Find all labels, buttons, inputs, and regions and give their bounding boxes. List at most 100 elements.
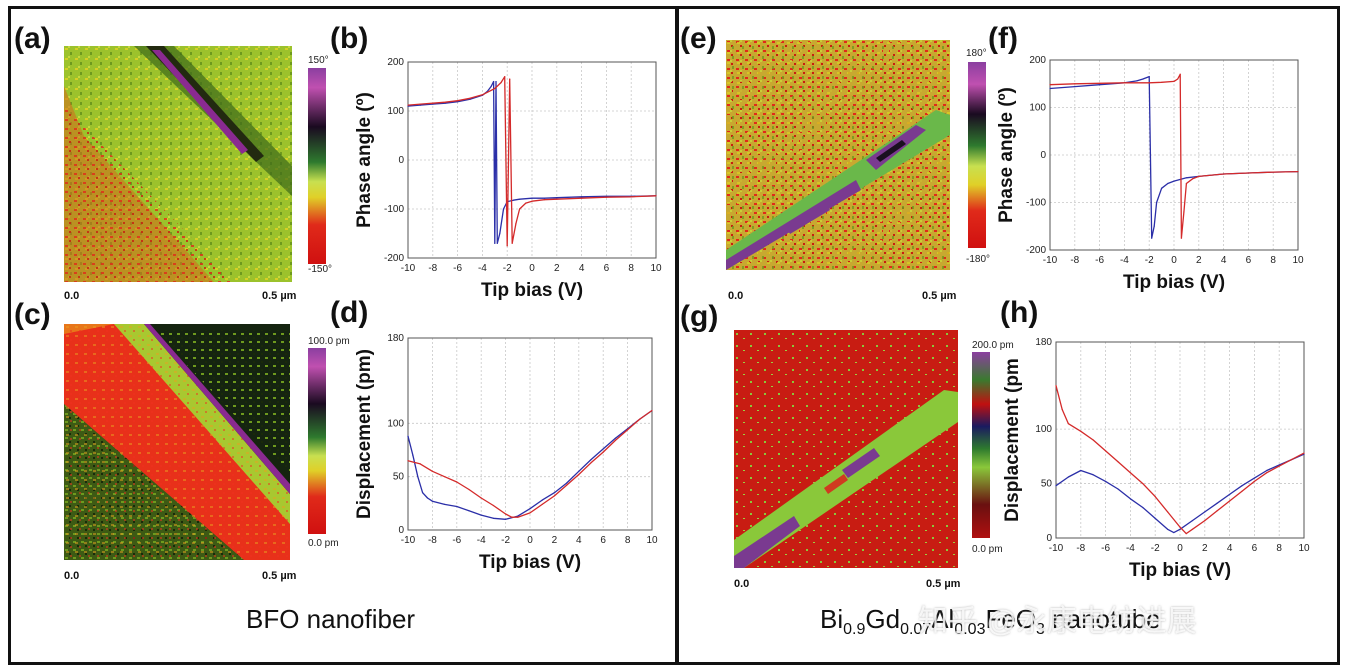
data-point-blue (407, 435, 409, 437)
data-point-blue (1080, 469, 1082, 472)
data-point-blue (494, 242, 496, 244)
x-tick-label: -10 (1043, 255, 1058, 266)
x-axis-label: Tip bias (V) (1129, 560, 1231, 581)
data-point-red (531, 200, 533, 202)
y-tick-label: 200 (1029, 55, 1046, 66)
y-tick-label: 50 (1041, 479, 1053, 490)
y-tick-label: 0 (1046, 533, 1052, 544)
data-point-blue (495, 81, 497, 83)
data-point-red (1253, 480, 1255, 482)
data-point-blue (1191, 519, 1193, 522)
colorbar-g (972, 352, 990, 538)
y-tick-label: -200 (1026, 245, 1046, 256)
data-point-red (639, 418, 641, 420)
data-point-blue (417, 476, 419, 478)
data-point-red (1117, 461, 1119, 463)
panel-label-g: (g) (680, 300, 719, 333)
x-tick-label: -6 (1095, 255, 1104, 266)
data-point-red (1198, 175, 1200, 177)
data-point-blue (490, 85, 492, 88)
x-tick-label: -6 (1101, 543, 1110, 554)
data-point-red (1173, 80, 1175, 82)
map-c-scale-end: 0.5 µm (262, 570, 297, 582)
data-point-blue (1092, 474, 1094, 476)
right-figure-frame (676, 6, 1340, 665)
plot-frame (1055, 341, 1305, 539)
data-point-blue (480, 514, 482, 516)
data-point-blue (1161, 187, 1163, 189)
x-tick-label: -8 (1076, 543, 1085, 554)
data-point-blue (1156, 201, 1158, 204)
data-point-red (511, 242, 513, 244)
data-point-red (1191, 528, 1193, 530)
x-tick-label: 0 (529, 263, 535, 274)
phase-hysteresis-plot-b: -10 -8 -6 -4 -2 0 2 4 6 8 10 -200 -100 0 100 200 Tip bia… (354, 57, 662, 301)
data-point-red (630, 196, 632, 198)
data-point-red (511, 516, 513, 518)
data-point-blue (1266, 469, 1268, 472)
data-point-red (492, 504, 494, 507)
data-point-blue (505, 518, 507, 520)
y-tick-label: 100 (1029, 103, 1046, 114)
panel-label-h: (h) (1000, 296, 1039, 329)
caption-part: FeO (985, 604, 1037, 634)
map-g-scale-start: 0.0 (734, 578, 750, 590)
data-point-blue (1241, 485, 1243, 487)
data-point-blue (1229, 493, 1231, 496)
data-point-blue (496, 242, 498, 244)
data-point-blue (1117, 488, 1119, 490)
caption-part: Bi (820, 604, 844, 634)
data-point-red (1179, 526, 1181, 528)
colorbar-a (308, 68, 326, 264)
data-point-blue (1142, 78, 1144, 80)
x-tick-label: -4 (1120, 255, 1129, 266)
data-point-red (581, 197, 583, 199)
x-tick-label: 8 (625, 535, 631, 546)
data-point-red (1061, 408, 1063, 411)
data-point-blue (1105, 480, 1107, 482)
data-point-blue (1173, 531, 1175, 534)
data-point-blue (1074, 86, 1076, 88)
data-point-red (1129, 472, 1131, 474)
data-point-red (556, 198, 558, 200)
x-tick-label: 6 (600, 535, 606, 546)
data-point-red (509, 78, 511, 80)
y-tick-label: 100 (387, 418, 404, 429)
data-point-red (1154, 496, 1156, 498)
series-line-blue (1055, 453, 1305, 534)
map-c-scale-start: 0.0 (64, 570, 80, 582)
pfm-phase-map-a (64, 46, 292, 282)
x-axis-label: Tip bias (V) (481, 280, 583, 301)
caption-bfo-nanofiber: BFO nanofiber (246, 604, 416, 634)
data-point-red (1303, 452, 1305, 454)
data-point-red (504, 76, 506, 78)
data-point-blue (602, 448, 604, 450)
data-point-blue (1049, 87, 1051, 90)
x-tick-label: 4 (1221, 255, 1227, 266)
data-point-blue (431, 500, 433, 502)
x-tick-label: 6 (1252, 543, 1258, 554)
map-e-scale-end: 0.5 µm (922, 290, 957, 302)
x-tick-label: 4 (576, 535, 582, 546)
data-point-red (578, 473, 580, 476)
x-tick-label: 8 (1270, 255, 1276, 266)
x-tick-label: 2 (1202, 543, 1208, 554)
data-point-red (444, 476, 446, 478)
data-point-blue (422, 492, 424, 494)
x-tick-label: -4 (478, 263, 487, 274)
y-tick-label: 100 (387, 106, 404, 117)
data-point-red (1092, 439, 1094, 441)
pfm-amplitude-map-g (734, 330, 958, 568)
y-tick-label: -200 (384, 253, 404, 264)
data-point-blue (412, 454, 414, 456)
data-point-red (1278, 465, 1280, 467)
data-point-blue (1173, 180, 1175, 182)
x-tick-label: -2 (501, 535, 510, 546)
data-point-red (651, 409, 653, 412)
y-axis-label: Displacement (pm) (354, 349, 375, 519)
x-tick-label: 10 (646, 535, 658, 546)
data-point-blue (512, 199, 514, 201)
data-point-blue (1154, 517, 1156, 519)
x-tick-label: -6 (453, 263, 462, 274)
x-tick-label: 6 (1246, 255, 1252, 266)
